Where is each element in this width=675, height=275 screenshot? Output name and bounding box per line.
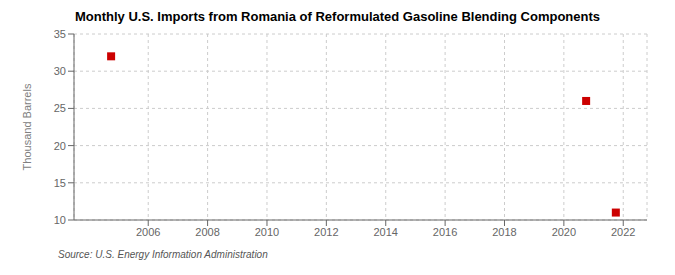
svg-text:Thousand Barrels: Thousand Barrels <box>21 83 33 170</box>
svg-text:2022: 2022 <box>611 226 635 238</box>
svg-text:20: 20 <box>54 140 66 152</box>
svg-text:10: 10 <box>54 214 66 226</box>
svg-text:35: 35 <box>54 28 66 40</box>
svg-text:2016: 2016 <box>433 226 457 238</box>
svg-text:2018: 2018 <box>492 226 516 238</box>
svg-text:2012: 2012 <box>314 226 338 238</box>
svg-text:2020: 2020 <box>552 226 576 238</box>
svg-text:25: 25 <box>54 102 66 114</box>
svg-text:30: 30 <box>54 65 66 77</box>
svg-text:2008: 2008 <box>195 226 219 238</box>
html-text:Monthly U.S. Imports from Roma: Monthly U.S. Imports from Romania of Ref… <box>75 9 600 24</box>
svg-text:2010: 2010 <box>255 226 279 238</box>
svg-text:15: 15 <box>54 177 66 189</box>
html-text:Source: U.S. Energy Informatio: Source: U.S. Energy Information Administ… <box>58 249 268 260</box>
svg-text:2006: 2006 <box>136 226 160 238</box>
svg-text:2014: 2014 <box>373 226 397 238</box>
